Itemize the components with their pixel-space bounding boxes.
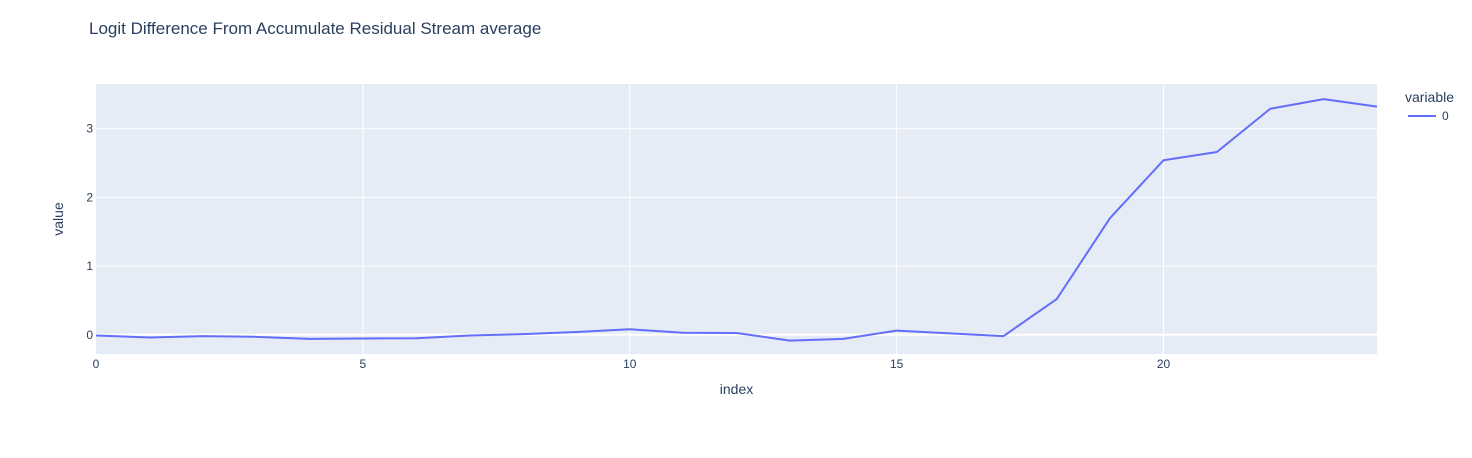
legend-items[interactable]: 0 — [1408, 109, 1449, 123]
y-tick-label: 0 — [86, 328, 93, 342]
y-gridlines — [96, 128, 1377, 267]
legend-title: variable — [1405, 89, 1454, 105]
x-tick-label: 15 — [890, 357, 904, 371]
legend-label[interactable]: 0 — [1442, 109, 1449, 123]
plot-area — [96, 84, 1377, 354]
y-tick-label: 1 — [86, 259, 93, 273]
y-tick-label: 3 — [86, 122, 93, 136]
y-axis-title: value — [50, 202, 66, 236]
series-layer — [95, 98, 1378, 342]
x-tick-label: 0 — [93, 357, 100, 371]
x-tick-label: 20 — [1157, 357, 1171, 371]
chart-title: Logit Difference From Accumulate Residua… — [89, 19, 541, 38]
legend[interactable]: variable 0 — [1405, 89, 1454, 123]
series-line-0[interactable] — [95, 98, 1378, 342]
x-tick-label: 10 — [623, 357, 637, 371]
x-axis-title: index — [720, 381, 753, 397]
y-tick-labels: 0 1 2 3 — [86, 122, 93, 342]
x-tick-labels: 0 5 10 15 20 — [93, 357, 1171, 371]
x-tick-label: 5 — [360, 357, 367, 371]
y-tick-label: 2 — [86, 190, 93, 204]
